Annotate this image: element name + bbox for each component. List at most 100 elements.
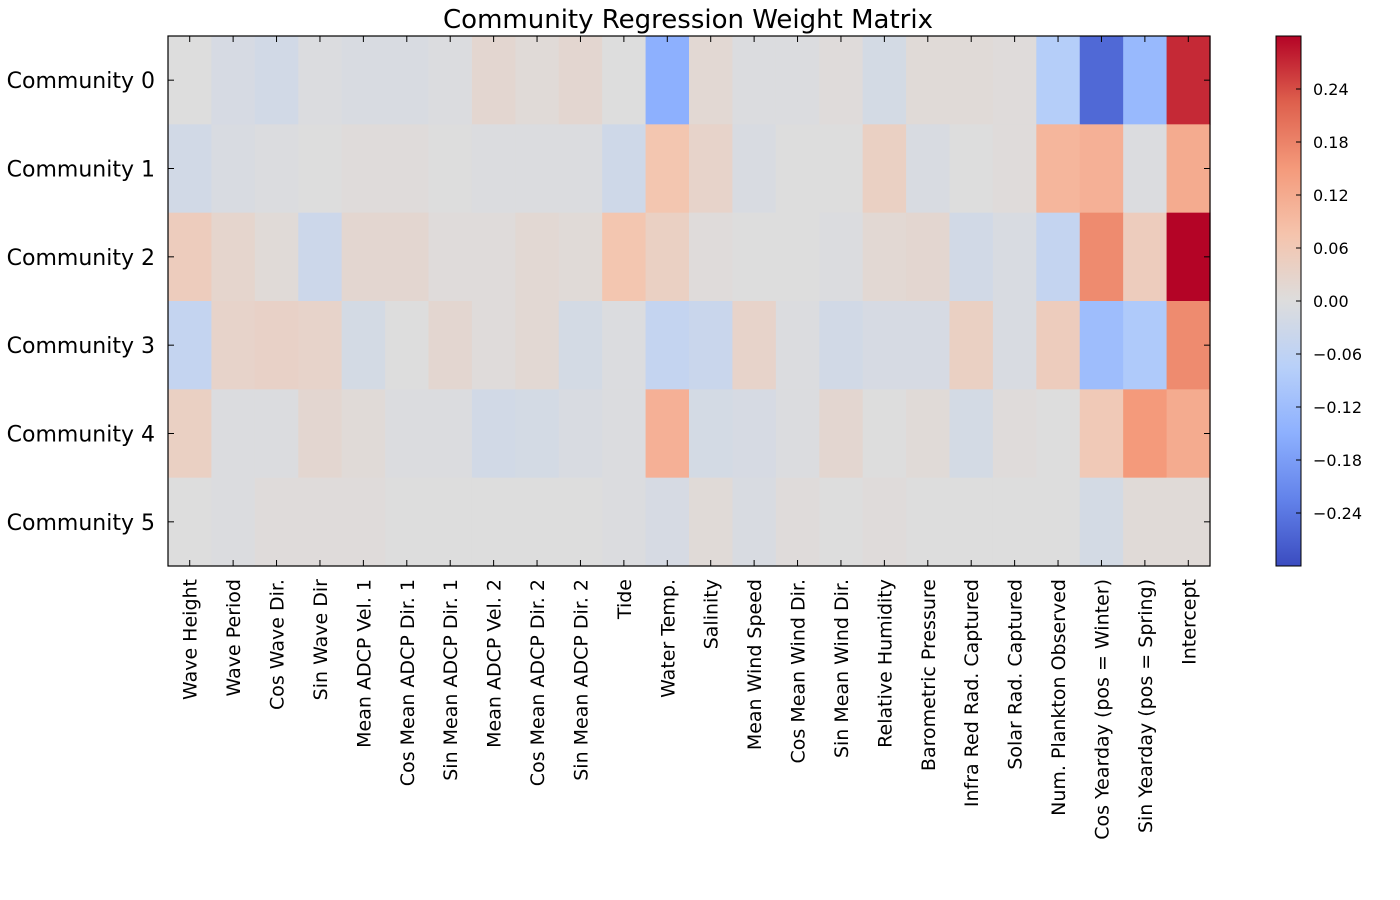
heatmap-cell	[645, 124, 690, 214]
heatmap-cell	[254, 124, 299, 214]
heatmap-cell	[775, 301, 820, 390]
colorbar-tick-label: 0.18	[1313, 133, 1349, 152]
heatmap-cell	[602, 477, 647, 567]
heatmap-cell	[732, 124, 777, 214]
heatmap-cell	[645, 36, 690, 125]
heatmap-cell	[645, 477, 690, 567]
heatmap-cell	[428, 212, 473, 302]
heatmap-cell	[471, 36, 516, 125]
heatmap-cell	[645, 389, 690, 479]
heatmap-cell	[428, 301, 473, 390]
heatmap-cell	[168, 36, 213, 125]
heatmap-cell	[211, 477, 256, 567]
heatmap-cell	[775, 124, 820, 214]
heatmap-cell	[1166, 301, 1211, 390]
heatmap-cell	[1079, 477, 1124, 567]
heatmap-cell	[732, 389, 777, 479]
heatmap-cell	[211, 301, 256, 390]
heatmap-cell	[211, 124, 256, 214]
x-tick-label: Cos Mean ADCP Dir. 1	[397, 579, 419, 786]
heatmap-cell	[775, 389, 820, 479]
heatmap-cell	[775, 477, 820, 567]
colorbar-tick-label: −0.06	[1313, 345, 1362, 364]
x-tick-label: Sin Yearday (pos = Spring)	[1135, 579, 1157, 833]
heatmap-cell	[385, 212, 430, 302]
heatmap-cell	[819, 124, 864, 214]
heatmap-cell	[689, 389, 734, 479]
heatmap-cell	[298, 477, 343, 567]
heatmap-cell	[515, 36, 560, 125]
heatmap-cell	[471, 124, 516, 214]
colorbar-tick-label: −0.18	[1313, 451, 1362, 470]
colorbar-tick-label: −0.12	[1313, 398, 1362, 417]
x-tick-label: Sin Mean ADCP Dir. 1	[440, 579, 462, 781]
x-tick-label: Tide	[614, 579, 636, 620]
heatmap-cell	[1123, 36, 1168, 125]
heatmap-cell	[645, 301, 690, 390]
heatmap-cell	[1079, 389, 1124, 479]
heatmap-cell	[819, 36, 864, 125]
heatmap-cell	[168, 301, 213, 390]
x-tick-label: Cos Mean ADCP Dir. 2	[527, 579, 549, 786]
heatmap-cell	[689, 36, 734, 125]
heatmap-cell	[1166, 36, 1211, 125]
heatmap-cell	[732, 212, 777, 302]
heatmap-cell	[341, 124, 386, 214]
heatmap-cell	[341, 301, 386, 390]
x-tick-label: Barometric Pressure	[918, 579, 940, 771]
heatmap-cell	[341, 36, 386, 125]
heatmap-cell	[385, 389, 430, 479]
heatmap-cell	[385, 477, 430, 567]
heatmap-cell	[1036, 212, 1081, 302]
y-tick-label: Community 3	[7, 334, 155, 359]
heatmap-cell	[992, 301, 1037, 390]
heatmap-cell	[168, 212, 213, 302]
y-tick-label: Community 5	[7, 511, 155, 536]
x-tick-label: Salinity	[701, 579, 723, 649]
heatmap-cell	[558, 36, 603, 125]
heatmap-cell	[428, 36, 473, 125]
x-tick-label: Sin Mean Wind Dir.	[831, 579, 853, 758]
heatmap-cell	[1123, 212, 1168, 302]
x-tick-label: Wave Period	[223, 579, 245, 696]
heatmap-cell	[298, 389, 343, 479]
x-tick-label: Cos Wave Dir.	[267, 579, 289, 710]
heatmap-cell	[992, 212, 1037, 302]
heatmap-cell	[819, 389, 864, 479]
y-tick-label: Community 2	[7, 246, 155, 271]
heatmap-cell	[862, 477, 907, 567]
heatmap-cell	[819, 301, 864, 390]
heatmap-cell	[1079, 301, 1124, 390]
heatmap-cell	[689, 301, 734, 390]
heatmap-cell	[385, 301, 430, 390]
heatmap-cell	[862, 212, 907, 302]
heatmap-cell	[1166, 477, 1211, 567]
heatmap-cell	[515, 124, 560, 214]
heatmap-cell	[689, 212, 734, 302]
heatmap-cell	[862, 301, 907, 390]
heatmap-cell	[1123, 389, 1168, 479]
heatmap-cell	[471, 389, 516, 479]
heatmap-cell	[992, 477, 1037, 567]
y-axis: Community 0 Community 1 Community 2 Communi…	[7, 69, 1210, 536]
heatmap-cell	[428, 477, 473, 567]
x-tick-label: Cos Mean Wind Dir.	[788, 579, 810, 763]
heatmap-cell	[254, 477, 299, 567]
heatmap-cell	[602, 389, 647, 479]
heatmap-cell	[906, 212, 951, 302]
heatmap-cell	[558, 477, 603, 567]
heatmap-cell	[558, 124, 603, 214]
heatmap-cell	[298, 301, 343, 390]
heatmap-cell	[906, 124, 951, 214]
heatmap-cell	[949, 124, 994, 214]
x-tick-label: Sin Wave Dir	[310, 579, 332, 701]
heatmap-cell	[1123, 124, 1168, 214]
colorbar-tick-label: 0.12	[1313, 186, 1349, 205]
heatmap-cell	[1036, 389, 1081, 479]
heatmap-cell	[949, 389, 994, 479]
y-tick-label: Community 1	[7, 158, 155, 183]
heatmap-cell	[949, 477, 994, 567]
chart-title: Community Regression Weight Matrix	[443, 5, 933, 35]
heatmap-cell	[168, 389, 213, 479]
